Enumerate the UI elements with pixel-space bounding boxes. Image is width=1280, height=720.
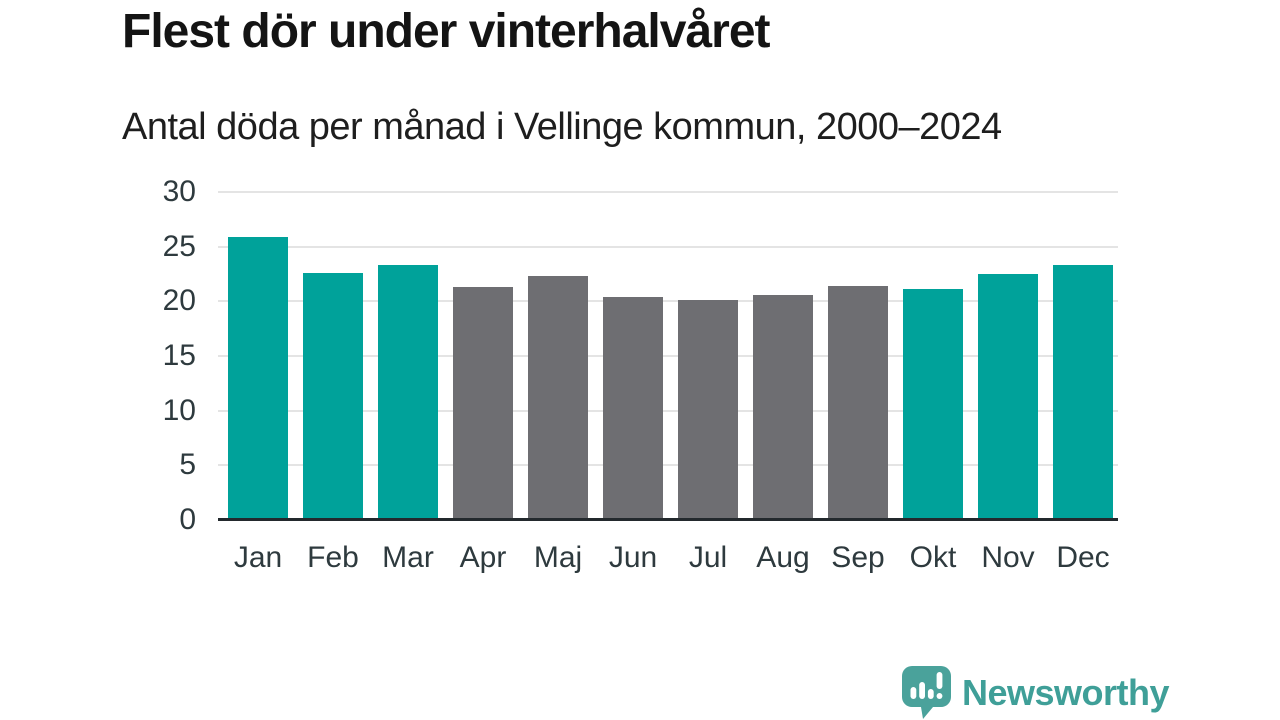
y-axis-tick-label-25: 25: [162, 229, 196, 263]
chart-title: Flest dör under vinterhalvåret: [122, 5, 771, 58]
x-axis-tick-label-aug: Aug: [756, 541, 810, 574]
bar-nov: [978, 274, 1038, 520]
y-axis-tick-label-15: 15: [162, 339, 196, 372]
y-axis-tick-label-10: 10: [162, 393, 196, 427]
gridline-20: [218, 300, 1118, 303]
bar-jan: [228, 236, 288, 520]
gridline-10: [218, 409, 1118, 412]
x-axis-line: [218, 518, 1118, 521]
x-axis-tick-label-okt: Okt: [909, 541, 957, 574]
gridline-30: [218, 191, 1118, 193]
x-axis-tick-label-dec: Dec: [1056, 541, 1110, 574]
x-axis-tick-label-jun: Jun: [608, 541, 658, 574]
gridline-5: [218, 464, 1118, 467]
x-axis-tick-label-mar: Mar: [382, 541, 434, 574]
x-axis-tick-label-maj: Maj: [533, 541, 583, 574]
bar-maj: [528, 276, 588, 520]
bar-apr: [453, 287, 513, 520]
bar-jul: [678, 300, 738, 520]
newsworthy-wordmark: Newsworthy: [962, 671, 1170, 713]
bar-chart-plot-area: 0 5 10 15 20 25 30 Jan Feb Mar Apr Maj Jun Jul Aug Sep O…: [163, 177, 1118, 574]
y-axis-tick-label-20: 20: [162, 284, 196, 318]
x-axis-tick-label-jul: Jul: [688, 541, 728, 574]
x-axis-tick-label-feb: Feb: [307, 541, 359, 574]
gridline-15: [218, 355, 1118, 357]
bar-dec: [1053, 265, 1113, 520]
x-axis-tick-label-jan: Jan: [233, 541, 283, 574]
bars-row: [228, 236, 1113, 520]
bar-jun: [603, 296, 663, 520]
x-axis-tick-label-sep: Sep: [831, 541, 885, 574]
newsworthy-logo: Newsworthy: [902, 666, 1170, 719]
gridline-25: [218, 245, 1118, 248]
bar-chart-speech-bubble-icon: [902, 666, 951, 719]
bar-feb: [303, 272, 363, 520]
x-axis-tick-label-apr: Apr: [459, 541, 507, 574]
y-axis-tick-label-0: 0: [179, 503, 196, 536]
bar-sep: [828, 286, 888, 520]
bar-okt: [903, 289, 963, 520]
y-axis-tick-label-30: 30: [162, 175, 196, 208]
y-axis-tick-label-5: 5: [179, 448, 196, 482]
bar-aug: [753, 294, 813, 520]
x-axis-tick-label-nov: Nov: [981, 541, 1035, 574]
chart-subtitle: Antal döda per månad i Vellinge kommun, …: [122, 106, 1002, 148]
bar-mar: [378, 265, 438, 520]
